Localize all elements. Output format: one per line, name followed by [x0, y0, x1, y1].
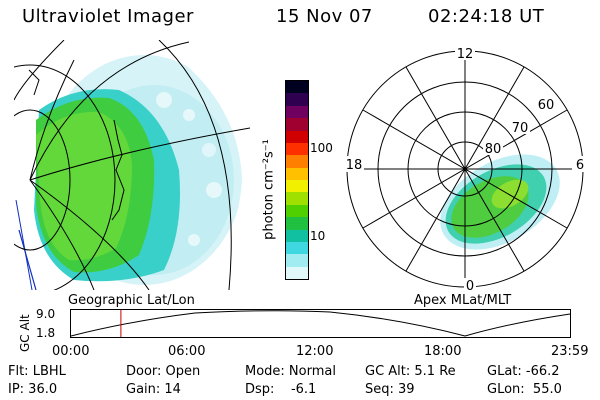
- info-glon: GLon: 55.0: [487, 382, 562, 397]
- lat-label-60: 60: [538, 98, 555, 113]
- colorbar: [285, 80, 309, 280]
- altitude-plot: [70, 309, 571, 338]
- colorbar-segment: [286, 204, 308, 218]
- colorbar-segment: [286, 142, 308, 156]
- colorbar-segment: [286, 266, 308, 279]
- colorbar-tick-100: 100: [310, 141, 333, 155]
- colorbar-tick-10: 10: [310, 229, 326, 243]
- geographic-map: [14, 40, 250, 290]
- colorbar-segment: [286, 217, 308, 230]
- colorbar-segment: [286, 130, 308, 143]
- info-mode: Mode: Normal: [245, 364, 336, 379]
- instrument-title: Ultraviolet Imager: [22, 6, 194, 27]
- colorbar-segment: [286, 105, 308, 119]
- altitude-ytick-high: 9.0: [36, 307, 56, 321]
- colorbar-segment: [286, 192, 308, 205]
- time-label: 02:24:18 UT: [428, 6, 545, 27]
- colorbar-segment: [286, 81, 308, 94]
- mlt-label-12: 12: [457, 47, 474, 62]
- colorbar-segment: [286, 229, 308, 242]
- colorbar-segment: [286, 254, 308, 267]
- altitude-ytick-low: 1.8: [36, 326, 56, 340]
- altitude-xtick-1200: 12:00: [296, 344, 334, 359]
- altitude-xtick-0600: 06:00: [168, 344, 206, 359]
- geographic-map-label: Geographic Lat/Lon: [68, 293, 195, 308]
- mlt-label-6: 6: [576, 158, 584, 173]
- info-gcalt: GC Alt: 5.1 Re: [365, 364, 456, 379]
- altitude-xtick-1800: 18:00: [424, 344, 462, 359]
- date-label: 15 Nov 07: [276, 6, 373, 27]
- lat-label-70: 70: [512, 121, 529, 136]
- lat-label-80: 80: [485, 142, 502, 157]
- colorbar-segment: [286, 155, 308, 168]
- apex-map-label: Apex MLat/MLT: [414, 293, 512, 308]
- info-ip: IP: 36.0: [8, 382, 58, 397]
- colorbar-unit-label: photon cm⁻²s⁻¹: [261, 139, 277, 240]
- mlt-label-18: 18: [346, 158, 363, 173]
- info-flt: Flt: LBHL: [8, 364, 66, 379]
- colorbar-segment: [286, 241, 308, 255]
- polar-mlt-plot: 12 18 6 0 60 70 80: [342, 46, 586, 294]
- info-gain: Gain: 14: [126, 382, 181, 397]
- info-dsp: Dsp: -6.1: [245, 382, 317, 397]
- info-seq: Seq: 39: [365, 382, 415, 397]
- colorbar-segment: [286, 118, 308, 131]
- altitude-ylabel: GC Alt: [18, 314, 32, 352]
- altitude-xtick-2359: 23:59: [551, 344, 589, 359]
- altitude-xtick-0000: 00:00: [52, 344, 90, 359]
- colorbar-segment: [286, 93, 308, 106]
- info-glat: GLat: -66.2: [487, 364, 560, 379]
- colorbar-segment: [286, 180, 308, 193]
- mlt-label-0: 0: [466, 279, 474, 294]
- info-door: Door: Open: [126, 364, 201, 379]
- colorbar-segment: [286, 167, 308, 180]
